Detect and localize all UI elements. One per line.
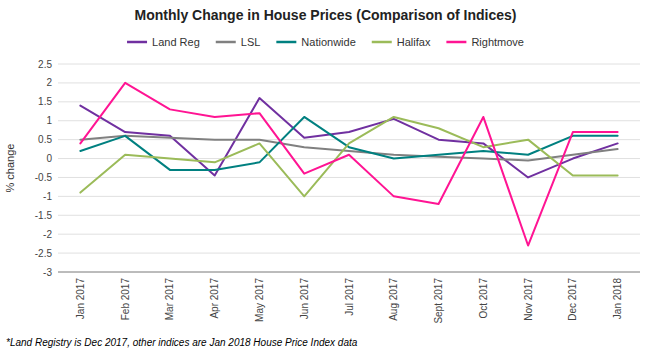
- y-tick-label: -0.5: [35, 172, 53, 183]
- legend-item: Halifax: [372, 36, 431, 48]
- grid-line: [58, 82, 640, 83]
- legend-swatch: [276, 41, 296, 44]
- legend-item: Land Reg: [127, 36, 200, 48]
- x-tick-label: Jul 2017: [344, 278, 355, 316]
- y-tick-label: -2.5: [35, 248, 53, 259]
- grid-line: [58, 139, 640, 140]
- y-tick-label: -2: [43, 229, 52, 240]
- grid-line: [58, 215, 640, 216]
- y-tick-label: 2.5: [38, 59, 52, 70]
- lines: [80, 83, 617, 246]
- legend-label: Nationwide: [301, 36, 355, 48]
- x-tick-label: Jun 2017: [299, 278, 310, 320]
- y-tick-label: 2: [46, 77, 52, 88]
- grid-line: [58, 120, 640, 121]
- x-tick-label: Oct 2017: [478, 278, 489, 319]
- grid-line: [58, 177, 640, 178]
- legend-label: Land Reg: [152, 36, 200, 48]
- y-tick-label: 0.5: [38, 134, 52, 145]
- series-line: [80, 117, 617, 196]
- x-axis-line: [58, 272, 640, 273]
- y-tick-label: -1: [43, 191, 52, 202]
- grid-line: [58, 253, 640, 254]
- y-tick-label: -1.5: [35, 210, 53, 221]
- x-tick-label: Nov 2017: [523, 278, 534, 321]
- x-tick-label: Jan 2018: [612, 278, 623, 320]
- y-axis-label: % change: [4, 144, 16, 193]
- grid: [58, 64, 640, 272]
- grid-line: [58, 272, 640, 273]
- legend-item: LSL: [216, 36, 261, 48]
- grid-line: [58, 101, 640, 102]
- series-line: [80, 98, 617, 177]
- x-tick-label: Aug 2017: [388, 278, 399, 321]
- x-tick-label: Dec 2017: [567, 278, 578, 321]
- x-tick-label: Jan 2017: [75, 278, 86, 320]
- legend-swatch: [446, 41, 466, 44]
- y-tick-label: 0: [46, 153, 52, 164]
- legend-label: LSL: [241, 36, 261, 48]
- x-tick-label: May 2017: [254, 278, 265, 322]
- y-tick-label: 1: [46, 115, 52, 126]
- legend: Land Reg LSL Nationwide Halifax Rightmove: [127, 36, 524, 48]
- grid-line: [58, 64, 640, 65]
- chart: Monthly Change in House Prices (Comparis…: [0, 0, 651, 351]
- legend-label: Rightmove: [471, 36, 524, 48]
- legend-swatch: [372, 41, 392, 44]
- x-tick-label: Apr 2017: [209, 278, 220, 319]
- legend-item: Rightmove: [446, 36, 524, 48]
- x-tick-label: Sept 2017: [433, 278, 444, 324]
- legend-swatch: [127, 41, 147, 44]
- y-tick-label: 1.5: [38, 96, 52, 107]
- title: Monthly Change in House Prices (Comparis…: [135, 7, 517, 23]
- legend-label: Halifax: [397, 36, 431, 48]
- x-tick-label: Mar 2017: [164, 278, 175, 321]
- x-tick-label: Feb 2017: [120, 278, 131, 321]
- grid-line: [58, 234, 640, 235]
- footnote: *Land Registry is Dec 2017, other indice…: [6, 337, 358, 348]
- legend-item: Nationwide: [276, 36, 355, 48]
- y-tick-label: -3: [43, 267, 52, 278]
- legend-swatch: [216, 41, 236, 44]
- series-line: [80, 83, 617, 246]
- grid-line: [58, 196, 640, 197]
